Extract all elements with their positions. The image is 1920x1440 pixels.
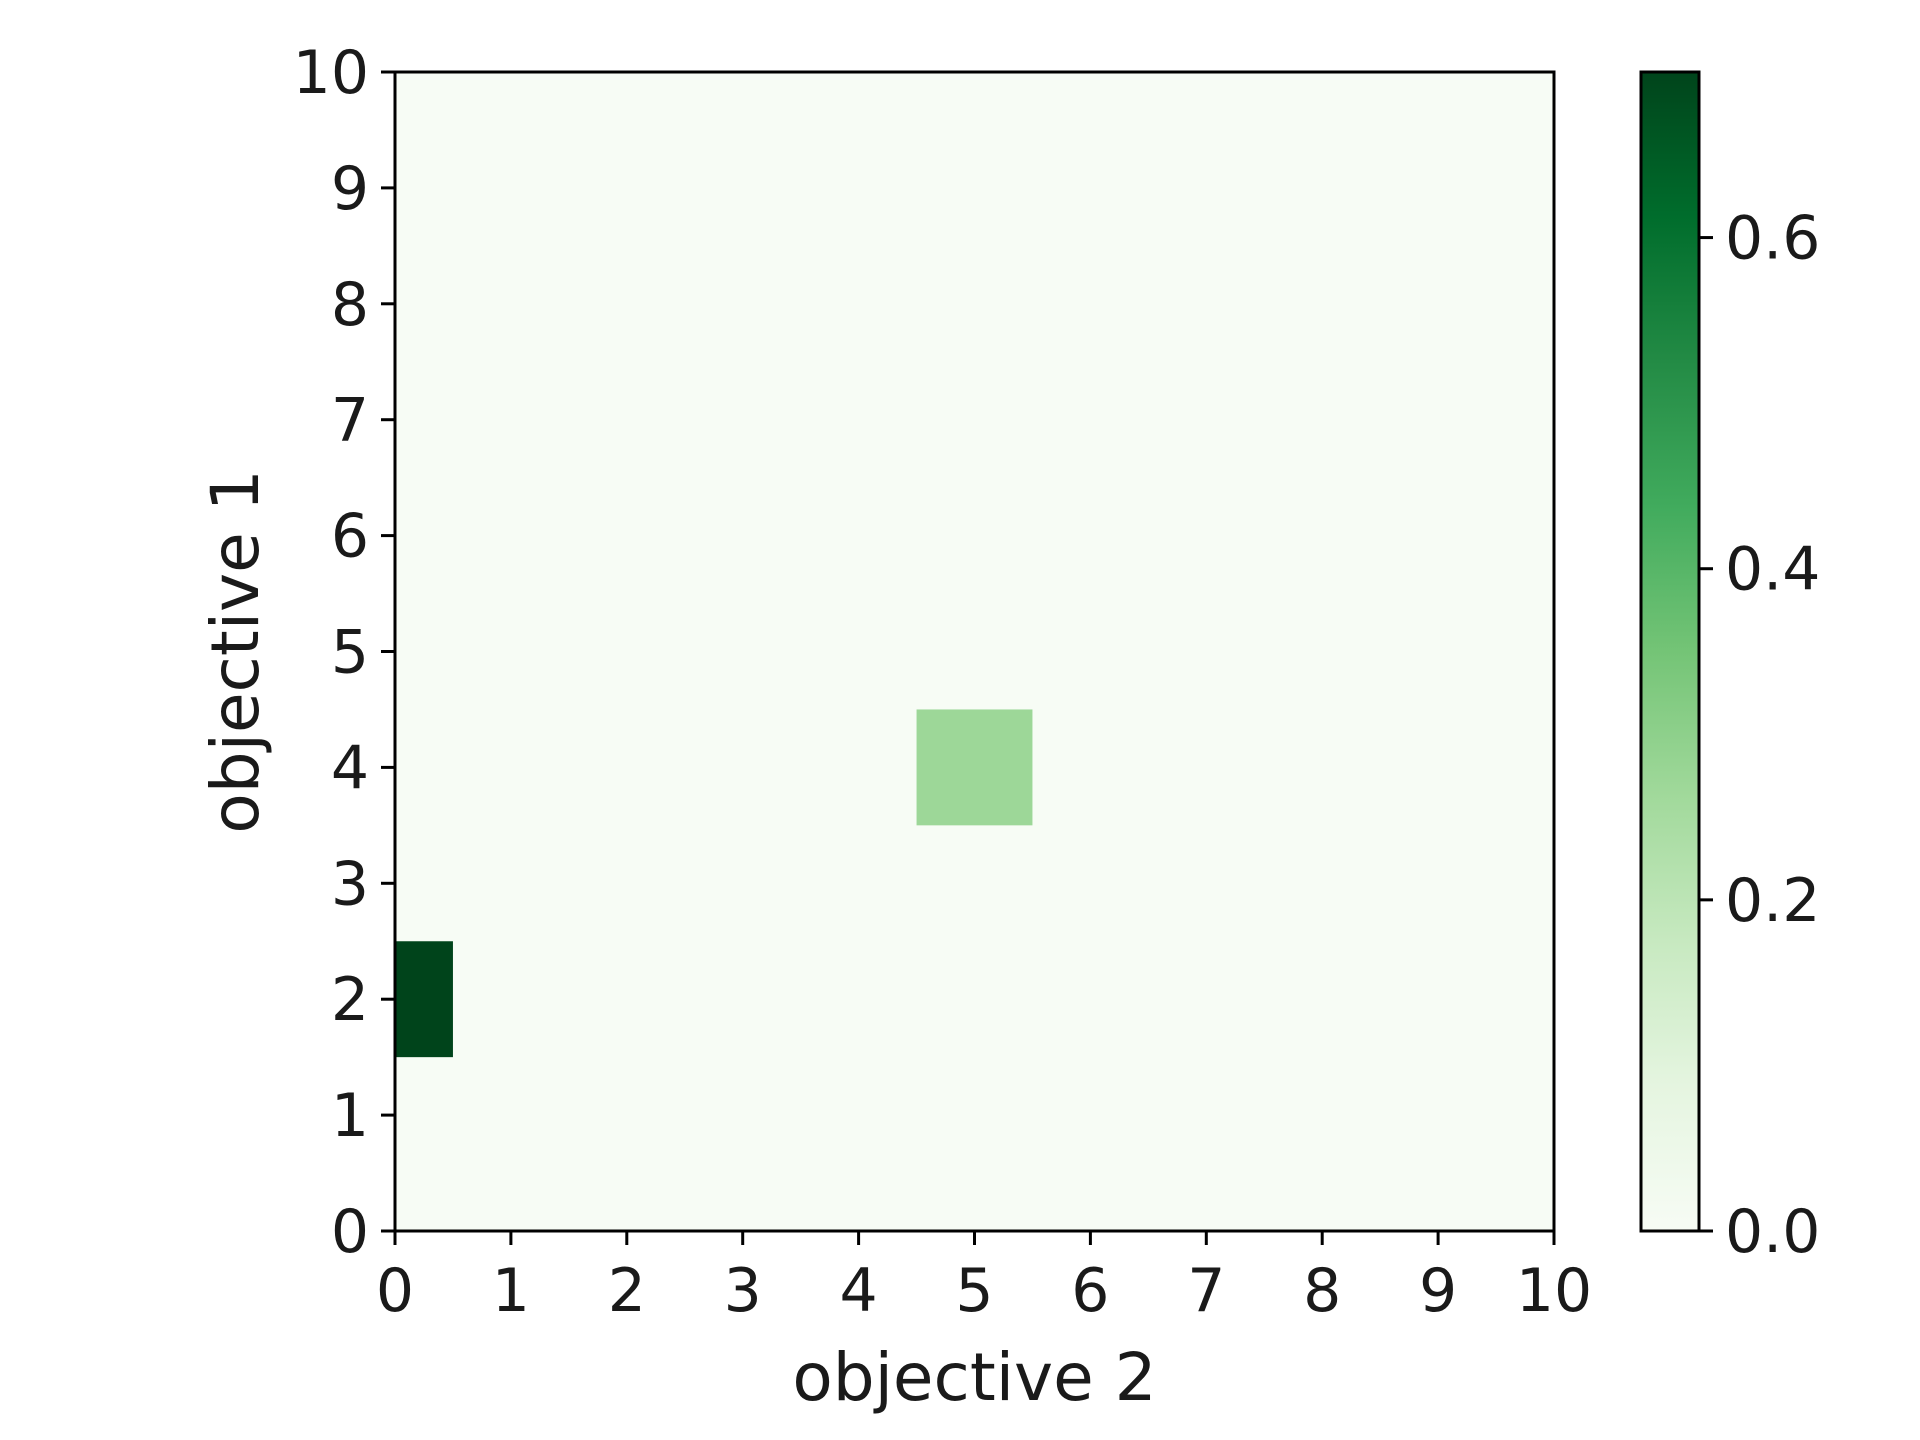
x-tick-label: 2 (608, 1256, 646, 1326)
y-tick-label: 5 (331, 618, 369, 688)
x-tick-label: 1 (492, 1256, 530, 1326)
y-axis-label: objective 1 (197, 469, 274, 833)
x-tick-label: 4 (840, 1256, 878, 1326)
y-tick-label: 2 (331, 965, 369, 1035)
x-tick-label: 0 (376, 1256, 414, 1326)
y-axis-ticks: 0 1 2 3 4 5 6 7 8 9 10 (293, 38, 395, 1267)
colorbar-gradient (1639, 70, 1701, 1233)
x-tick-label: 8 (1303, 1256, 1341, 1326)
y-tick-label: 6 (331, 502, 369, 572)
heatmap-cells (395, 709, 1033, 1058)
x-tick-label: 7 (1187, 1256, 1225, 1326)
x-axis-ticks: 0 1 2 3 4 5 6 7 8 9 10 (376, 1231, 1592, 1326)
y-tick-label: 9 (331, 154, 369, 224)
x-tick-label: 3 (724, 1256, 762, 1326)
y-tick-label: 8 (331, 270, 369, 340)
y-tick-label: 10 (293, 38, 369, 108)
colorbar-tick-label: 0.2 (1725, 866, 1820, 936)
x-tick-label: 5 (955, 1256, 993, 1326)
x-tick-label: 10 (1516, 1256, 1592, 1326)
x-tick-label: 6 (1071, 1256, 1109, 1326)
heatmap-cell (395, 941, 453, 1058)
colorbar-tick-label: 0.0 (1725, 1197, 1820, 1267)
colorbar-tick-label: 0.6 (1725, 204, 1820, 274)
y-tick-label: 3 (331, 849, 369, 919)
heatmap-cell (916, 709, 1033, 826)
colorbar-tick-label: 0.4 (1725, 535, 1820, 605)
y-tick-label: 7 (331, 386, 369, 456)
y-tick-label: 0 (331, 1197, 369, 1267)
colorbar-ticks: 0.0 0.2 0.4 0.6 (1699, 204, 1820, 1267)
plot-area (395, 72, 1554, 1231)
x-axis-label: objective 2 (792, 1339, 1156, 1416)
y-tick-label: 1 (331, 1081, 369, 1151)
y-tick-label: 4 (331, 733, 369, 803)
x-tick-label: 9 (1419, 1256, 1457, 1326)
